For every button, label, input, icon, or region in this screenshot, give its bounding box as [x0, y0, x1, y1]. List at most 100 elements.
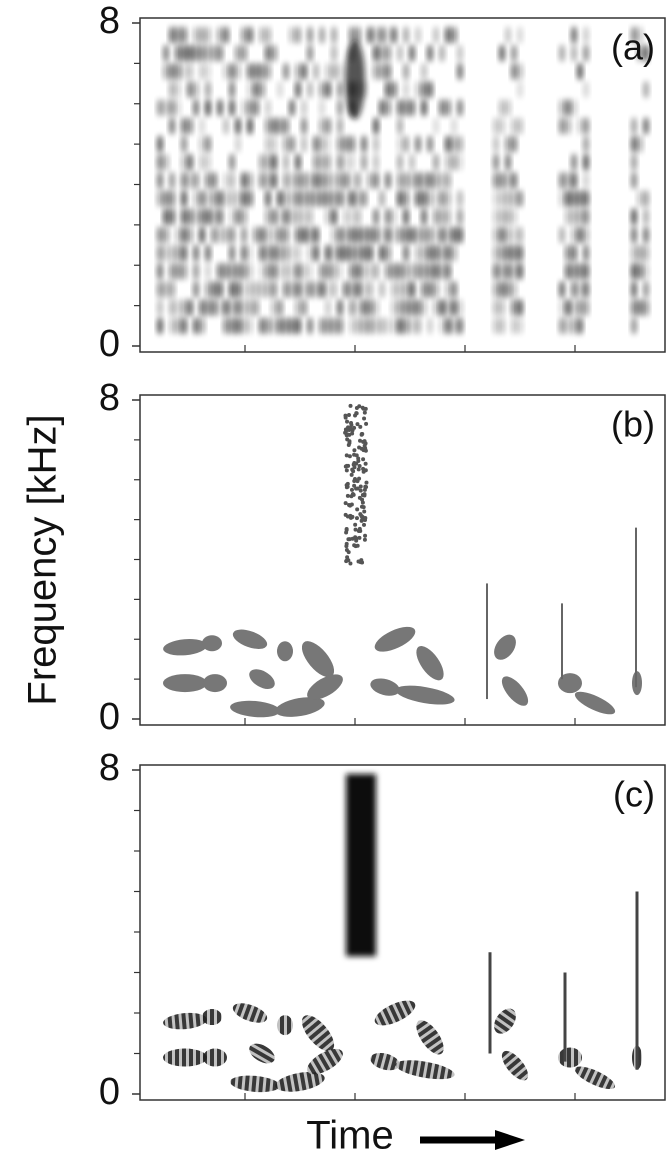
- spectral-dot: [352, 465, 357, 470]
- spectral-dot: [345, 555, 350, 560]
- spectral-energy: [253, 225, 259, 244]
- spectral-energy: [163, 207, 169, 226]
- spectral-energy: [577, 207, 583, 226]
- spectral-energy: [157, 98, 163, 117]
- spectral-energy: [397, 316, 403, 335]
- spectral-energy: [205, 135, 211, 154]
- spectral-energy: [445, 98, 451, 117]
- spectral-energy: [181, 135, 187, 154]
- spectral-energy: [433, 244, 439, 263]
- spectral-energy: [397, 262, 403, 281]
- spectral-energy: [307, 225, 313, 244]
- spectral-band: [558, 1047, 582, 1068]
- spectral-energy: [313, 225, 319, 244]
- spectral-energy: [493, 225, 499, 244]
- spectral-energy: [583, 44, 589, 63]
- spectral-energy: [511, 298, 517, 317]
- spectral-energy: [271, 116, 277, 135]
- spectral-dot: [347, 454, 352, 459]
- time-arrow: [420, 1130, 525, 1150]
- spectral-energy: [277, 116, 283, 135]
- spectral-energy: [247, 316, 253, 335]
- spectral-dot: [358, 512, 363, 517]
- spectral-energy: [385, 98, 391, 117]
- spectral-energy: [457, 62, 463, 81]
- spectral-energy: [571, 316, 577, 335]
- spectral-band: [163, 674, 207, 693]
- spectral-energy: [187, 171, 193, 190]
- spectral-energy: [403, 171, 409, 190]
- spectral-dot: [362, 416, 367, 421]
- spectral-dot: [345, 493, 350, 498]
- spectral-energy: [409, 280, 415, 299]
- spectral-energy: [337, 153, 343, 172]
- spectral-energy: [283, 280, 289, 299]
- spectral-energy: [559, 316, 565, 335]
- spectral-energy: [583, 225, 589, 244]
- spectral-energy: [643, 80, 649, 99]
- spectral-energy: [403, 225, 409, 244]
- spectral-band: [277, 1015, 293, 1036]
- spectral-band: [374, 626, 416, 652]
- spectral-energy: [397, 280, 403, 299]
- spectral-dot: [353, 413, 358, 418]
- spectral-energy: [583, 135, 589, 154]
- spectral-energy: [181, 207, 187, 226]
- spectral-energy: [415, 26, 421, 45]
- spectral-dot: [358, 528, 363, 533]
- spectral-dot: [356, 467, 361, 472]
- spectral-energy: [313, 171, 319, 190]
- spectral-dot: [344, 468, 349, 473]
- spectral-energy: [301, 116, 307, 135]
- spectral-energy: [325, 262, 331, 281]
- spectral-energy: [205, 189, 211, 208]
- spectral-energy: [265, 207, 271, 226]
- spectral-energy: [319, 26, 325, 45]
- spectral-energy: [193, 244, 199, 263]
- spectral-energy: [439, 225, 445, 244]
- spectral-energy: [397, 189, 403, 208]
- spectral-band: [370, 678, 400, 696]
- spectral-band: [501, 676, 529, 706]
- spectral-energy: [169, 80, 175, 99]
- spectral-dot: [349, 472, 354, 477]
- spectral-energy: [433, 26, 439, 45]
- spectral-energy: [229, 207, 235, 226]
- spectral-energy: [241, 262, 247, 281]
- spectral-energy: [505, 153, 511, 172]
- spectral-energy: [307, 44, 313, 63]
- spectral-energy: [577, 280, 583, 299]
- spectral-energy: [367, 171, 373, 190]
- spectral-energy: [421, 98, 427, 117]
- spectral-energy: [331, 189, 337, 208]
- spectral-energy: [349, 135, 355, 154]
- spectral-energy: [331, 262, 337, 281]
- spectral-energy: [415, 244, 421, 263]
- spectral-energy: [193, 262, 199, 281]
- spectral-energy: [445, 298, 451, 317]
- spectral-band: [163, 1048, 207, 1067]
- spectral-energy: [397, 298, 403, 317]
- spectral-dot: [358, 488, 363, 493]
- spectral-energy: [397, 171, 403, 190]
- spectral-energy: [433, 153, 439, 172]
- spectral-energy: [331, 244, 337, 263]
- spectral-energy: [241, 225, 247, 244]
- spectral-energy: [253, 98, 259, 117]
- spectral-band: [494, 634, 516, 660]
- spectral-energy: [403, 280, 409, 299]
- spectral-dot: [343, 415, 348, 420]
- spectral-energy: [577, 62, 583, 81]
- spectral-energy: [337, 80, 343, 99]
- spectral-energy: [247, 116, 253, 135]
- spectral-energy: [457, 225, 463, 244]
- spectral-energy: [217, 207, 223, 226]
- spectral-energy: [307, 171, 313, 190]
- spectral-energy: [295, 80, 301, 99]
- spectral-energy: [403, 26, 409, 45]
- spectral-energy: [421, 62, 427, 81]
- spectral-energy: [211, 44, 217, 63]
- spectral-band: [416, 645, 444, 681]
- spectral-energy: [505, 244, 511, 263]
- spectral-energy: [259, 225, 265, 244]
